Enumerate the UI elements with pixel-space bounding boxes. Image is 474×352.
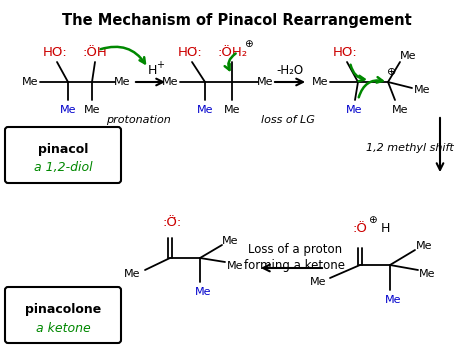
- Text: Me: Me: [419, 269, 435, 279]
- Text: pinacol: pinacol: [38, 144, 88, 157]
- Text: HÖ:: HÖ:: [333, 45, 357, 58]
- Text: :Ö̈:: :Ö̈:: [163, 215, 182, 228]
- Text: Me: Me: [310, 277, 326, 287]
- Text: Me: Me: [416, 241, 432, 251]
- Text: ⊕: ⊕: [387, 67, 397, 77]
- Text: :Ö: :Ö: [353, 221, 367, 234]
- Text: HÖ:: HÖ:: [178, 45, 202, 58]
- Text: Me: Me: [60, 105, 76, 115]
- Text: H: H: [380, 221, 390, 234]
- Text: Me: Me: [385, 295, 401, 305]
- Text: a 1,2-diol: a 1,2-diol: [34, 162, 92, 175]
- Text: loss of LG: loss of LG: [261, 115, 315, 125]
- Text: Me: Me: [400, 51, 416, 61]
- Text: H: H: [147, 63, 157, 76]
- Text: pinacolone: pinacolone: [25, 303, 101, 316]
- Text: a ketone: a ketone: [36, 321, 91, 334]
- Text: protonation: protonation: [106, 115, 170, 125]
- Text: Me: Me: [227, 261, 243, 271]
- Text: Me: Me: [197, 105, 213, 115]
- Text: -H₂O: -H₂O: [276, 63, 303, 76]
- Text: :ÖH: :ÖH: [82, 45, 108, 58]
- Text: :ÖH₂: :ÖH₂: [218, 45, 248, 58]
- Text: Me: Me: [312, 77, 328, 87]
- Text: forming a ketone: forming a ketone: [245, 258, 346, 271]
- Text: HÖ:: HÖ:: [43, 45, 67, 58]
- Text: Me: Me: [392, 105, 408, 115]
- Text: The Mechanism of Pinacol Rearrangement: The Mechanism of Pinacol Rearrangement: [62, 13, 412, 28]
- Text: Me: Me: [22, 77, 38, 87]
- FancyBboxPatch shape: [5, 287, 121, 343]
- Text: Me: Me: [414, 85, 430, 95]
- Text: Me: Me: [124, 269, 140, 279]
- Text: 1,2 methyl shift: 1,2 methyl shift: [366, 143, 454, 153]
- Text: ⊕: ⊕: [368, 215, 376, 225]
- Text: Me: Me: [162, 77, 178, 87]
- FancyBboxPatch shape: [5, 127, 121, 183]
- Text: Me: Me: [195, 287, 211, 297]
- Text: ⊕: ⊕: [244, 39, 252, 49]
- Text: Me: Me: [114, 77, 130, 87]
- Text: Me: Me: [224, 105, 240, 115]
- Text: Me: Me: [346, 105, 362, 115]
- Text: +: +: [156, 60, 164, 70]
- Text: Loss of a proton: Loss of a proton: [248, 244, 342, 257]
- Text: Me: Me: [84, 105, 100, 115]
- Text: Me: Me: [222, 236, 238, 246]
- Text: Me: Me: [257, 77, 273, 87]
